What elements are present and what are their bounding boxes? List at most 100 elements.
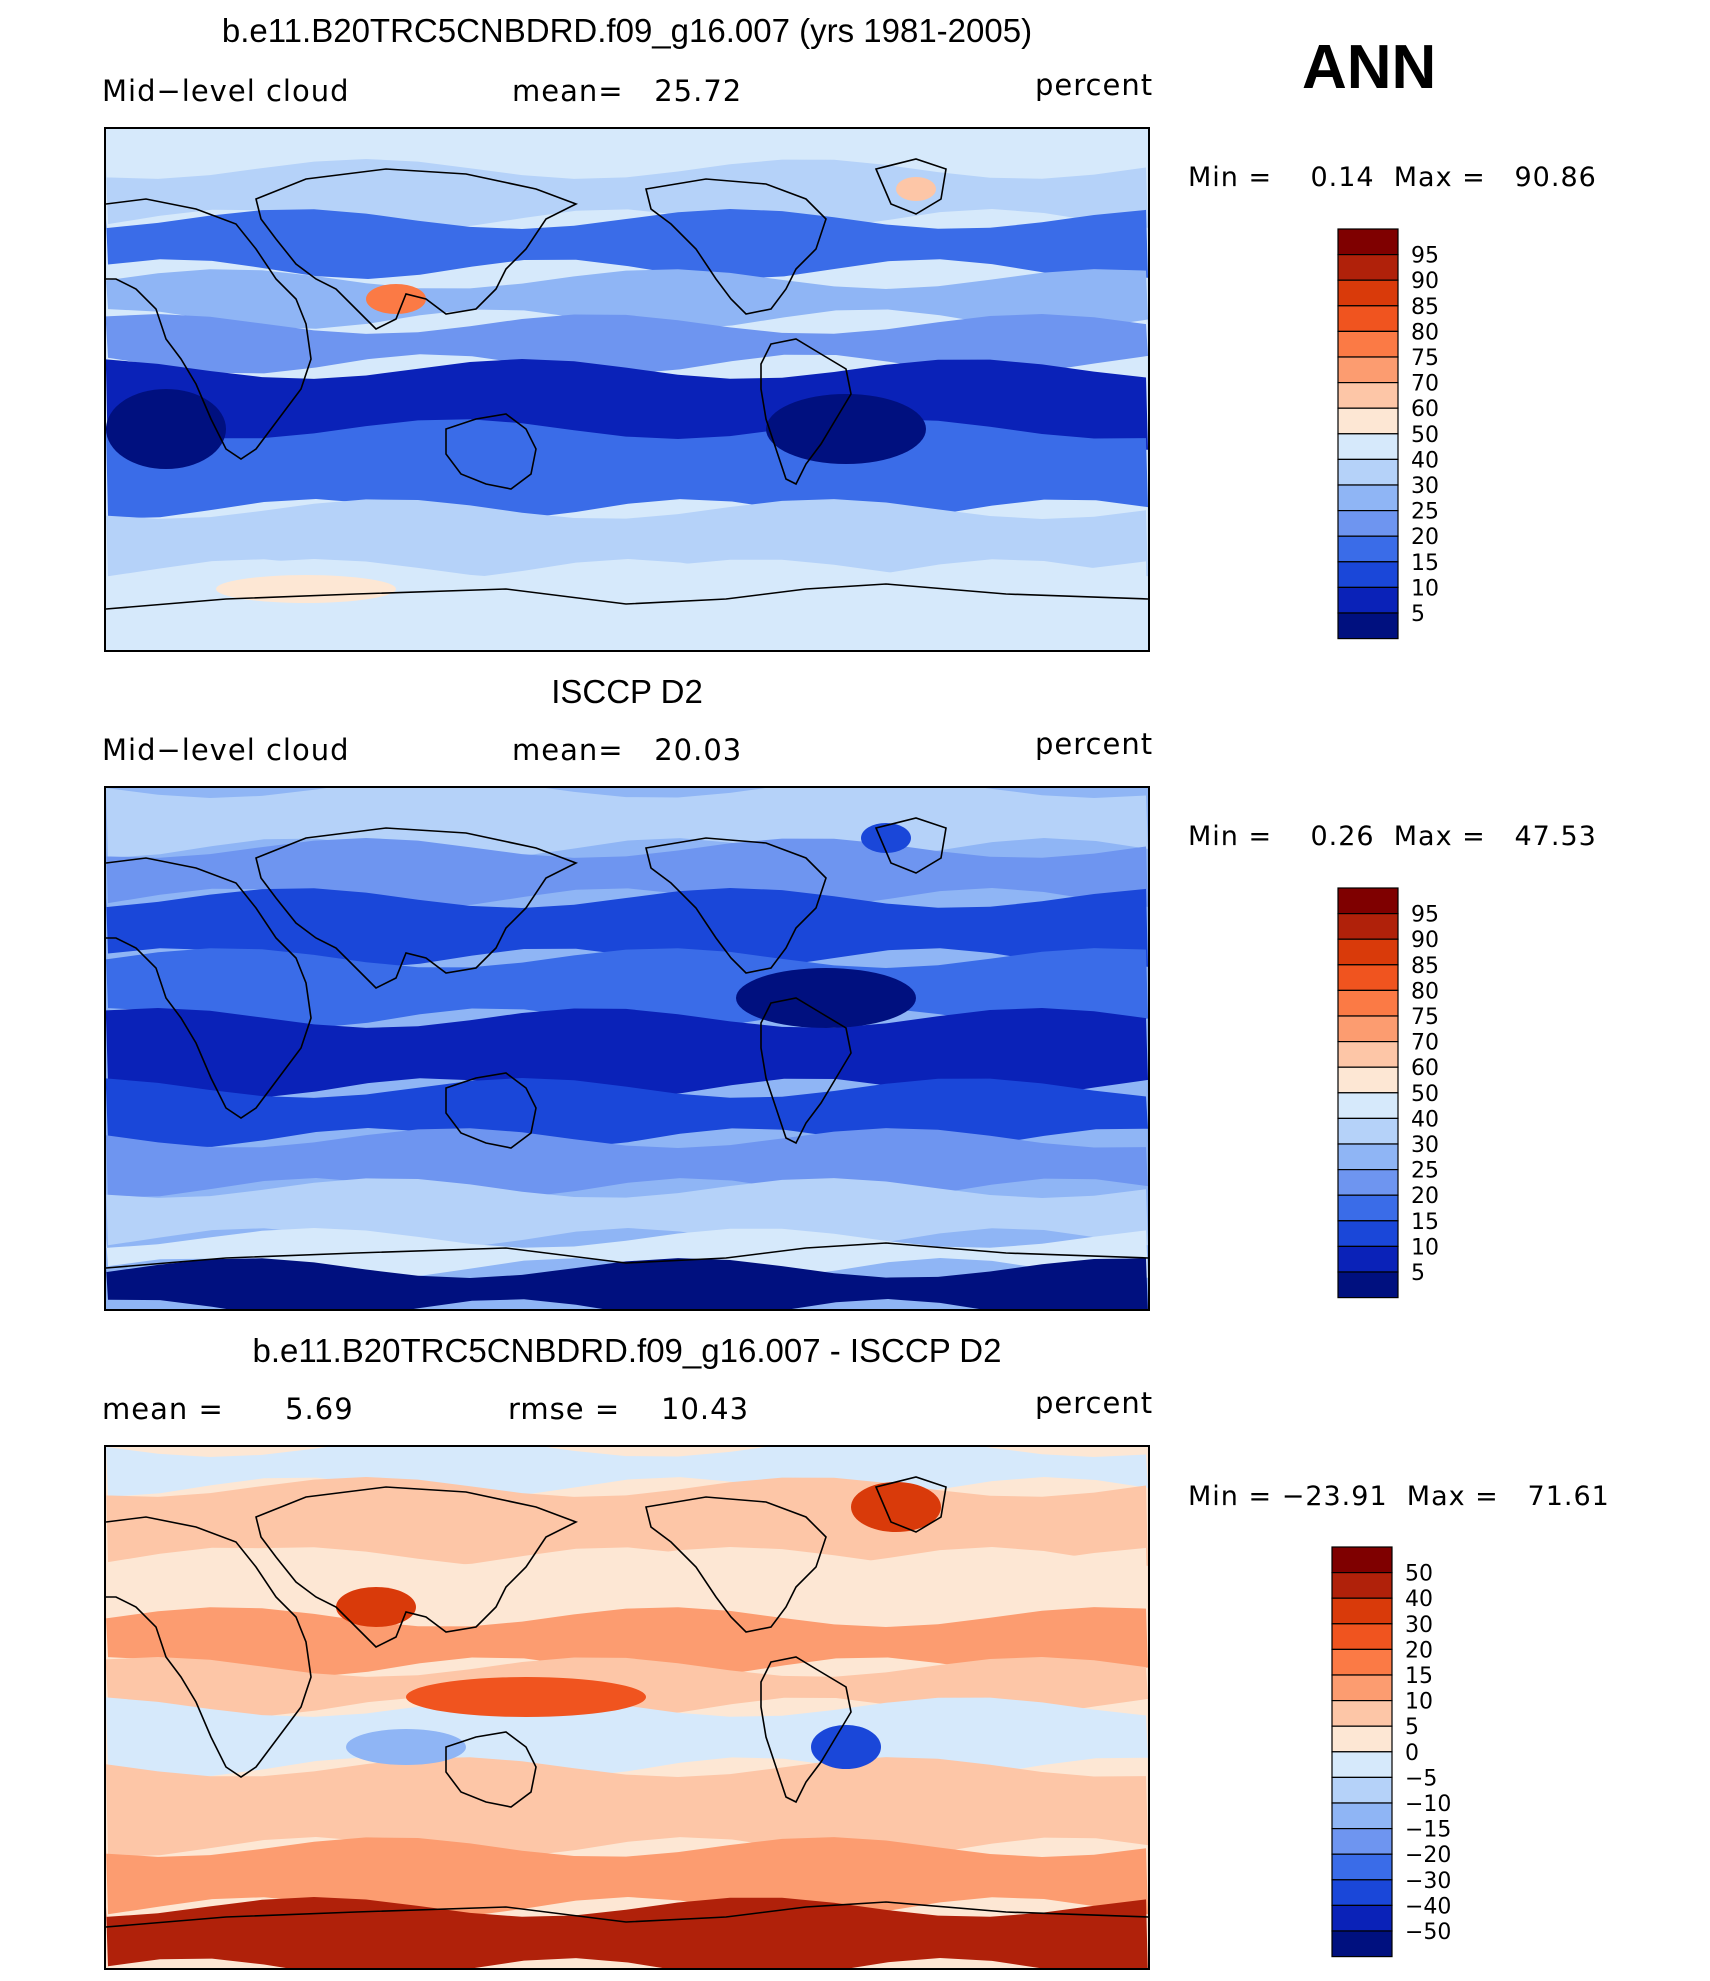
colorbar-level-label: 90 <box>1411 928 1439 953</box>
coastline <box>645 178 827 315</box>
coastlines <box>106 817 1148 1269</box>
panel1-mean-label: mean= 25.72 <box>512 74 743 108</box>
coastline <box>445 413 537 490</box>
colorbar-box <box>1337 458 1399 486</box>
colorbar-box <box>1337 964 1399 992</box>
panel3-title: b.e11.B20TRC5CNBDRD.f09_g16.007 - ISCCP … <box>252 1332 1002 1369</box>
contour-band <box>896 177 936 201</box>
colorbar-level-label: 70 <box>1411 372 1439 397</box>
colorbar-level-label: −20 <box>1405 1843 1451 1868</box>
colorbar-box <box>1331 1623 1393 1651</box>
colorbar-level-label: 50 <box>1411 1082 1439 1107</box>
colorbar-level-label: 95 <box>1411 244 1439 269</box>
coastline <box>445 1731 537 1808</box>
colorbar-level-label: 50 <box>1405 1562 1433 1587</box>
colorbar-box <box>1337 254 1399 281</box>
coastline <box>106 1901 1148 1928</box>
colorbar-level-label: −10 <box>1405 1792 1451 1817</box>
contour-band <box>106 314 1148 374</box>
colorbar-box <box>1337 1194 1399 1222</box>
colorbar-box <box>1337 330 1399 358</box>
colorbar-box <box>1331 1648 1393 1676</box>
colorbar-level-label: 5 <box>1411 1261 1425 1286</box>
colorbar-level-label: 85 <box>1411 295 1439 320</box>
colorbar-level-label: 95 <box>1411 903 1439 928</box>
panel1-title: b.e11.B20TRC5CNBDRD.f09_g16.007 (yrs 198… <box>221 12 1033 49</box>
panel3-min-max: Min = −23.91 Max = 71.61 <box>1188 1481 1610 1512</box>
contour-band <box>216 575 396 603</box>
colorbar-box <box>1331 1751 1393 1779</box>
contour-band <box>106 1258 1148 1309</box>
coastline <box>106 1242 1148 1269</box>
panel2-colorbar: 95 90 85 80 75 70 60 50 40 30 25 20 15 10 5 <box>1337 887 1507 1306</box>
colorbar-level-label: 15 <box>1411 551 1439 576</box>
colorbar-box <box>1331 1700 1393 1727</box>
colorbar-box <box>1337 887 1399 915</box>
contour-band <box>106 1178 1148 1248</box>
coastline <box>255 1486 578 1648</box>
colorbar-box <box>1337 510 1399 537</box>
coastline <box>445 1072 537 1149</box>
colorbar-level-label: 25 <box>1411 500 1439 525</box>
coastline <box>106 198 312 460</box>
contour-band <box>106 888 1148 968</box>
colorbar-box <box>1331 1572 1393 1599</box>
colorbar-level-label: 5 <box>1405 1715 1419 1740</box>
panel1-colorbar: 95 90 85 80 75 70 60 50 40 30 25 20 15 10 5 <box>1337 228 1507 647</box>
contour-band <box>106 1008 1148 1098</box>
coastline <box>106 583 1148 610</box>
coastline <box>874 158 947 215</box>
contour-band <box>811 1725 881 1769</box>
colorbar-box <box>1331 1725 1393 1753</box>
panel2-min-max: Min = 0.26 Max = 47.53 <box>1188 821 1597 852</box>
colorbar-level-label: 25 <box>1411 1159 1439 1184</box>
panel3-rmse-label: rmse = 10.43 <box>508 1392 750 1426</box>
colorbar-level-label: 90 <box>1411 269 1439 294</box>
colorbar-box <box>1337 535 1399 563</box>
colorbar-level-label: 85 <box>1411 954 1439 979</box>
colorbar-box <box>1331 1904 1393 1932</box>
colorbar-level-label: 80 <box>1411 320 1439 345</box>
colorbar-box <box>1331 1853 1393 1881</box>
panel1-map <box>104 127 1150 652</box>
contour-band <box>106 1757 1148 1857</box>
coastline <box>760 1656 852 1804</box>
colorbar-box <box>1337 279 1399 307</box>
season-label: ANN <box>1302 33 1437 102</box>
colorbar-box <box>1337 305 1399 333</box>
colorbar-level-label: 80 <box>1411 979 1439 1004</box>
coastline <box>106 1516 312 1778</box>
panel1-variable-label: Mid−level cloud <box>102 74 350 108</box>
contour-band <box>336 1587 416 1627</box>
coastline <box>760 338 852 486</box>
colorbar-level-label: −30 <box>1405 1869 1451 1894</box>
coastline <box>255 827 578 989</box>
contour-band <box>766 394 926 464</box>
colorbar-box <box>1337 938 1399 966</box>
coastline <box>645 1496 827 1633</box>
coastline <box>255 168 578 330</box>
colorbar-box <box>1337 1245 1399 1273</box>
colorbar-level-label: 75 <box>1411 1005 1439 1030</box>
panel2-variable-label: Mid−level cloud <box>102 733 350 767</box>
colorbar-box <box>1337 1220 1399 1247</box>
colorbar-box <box>1337 433 1399 461</box>
coastlines <box>106 1476 1148 1928</box>
colorbar-box <box>1337 1066 1399 1094</box>
contour-band <box>106 269 1148 329</box>
colorbar-level-label: 60 <box>1411 1056 1439 1081</box>
panel2-map-field <box>106 788 1148 1309</box>
coastline <box>874 1476 947 1533</box>
contour-band <box>736 968 916 1028</box>
colorbar-level-label: −40 <box>1405 1894 1451 1919</box>
colorbar-level-label: 30 <box>1411 1133 1439 1158</box>
panel2-title: ISCCP D2 <box>551 673 703 710</box>
colorbar-box <box>1337 1092 1399 1120</box>
panel1-units-label: percent <box>1035 68 1154 102</box>
colorbar-level-label: 40 <box>1411 448 1439 473</box>
contour-field <box>106 788 1148 1309</box>
panel3-units-label: percent <box>1035 1386 1154 1420</box>
colorbar-level-label: 50 <box>1411 423 1439 448</box>
colorbar-level-label: 70 <box>1411 1031 1439 1056</box>
